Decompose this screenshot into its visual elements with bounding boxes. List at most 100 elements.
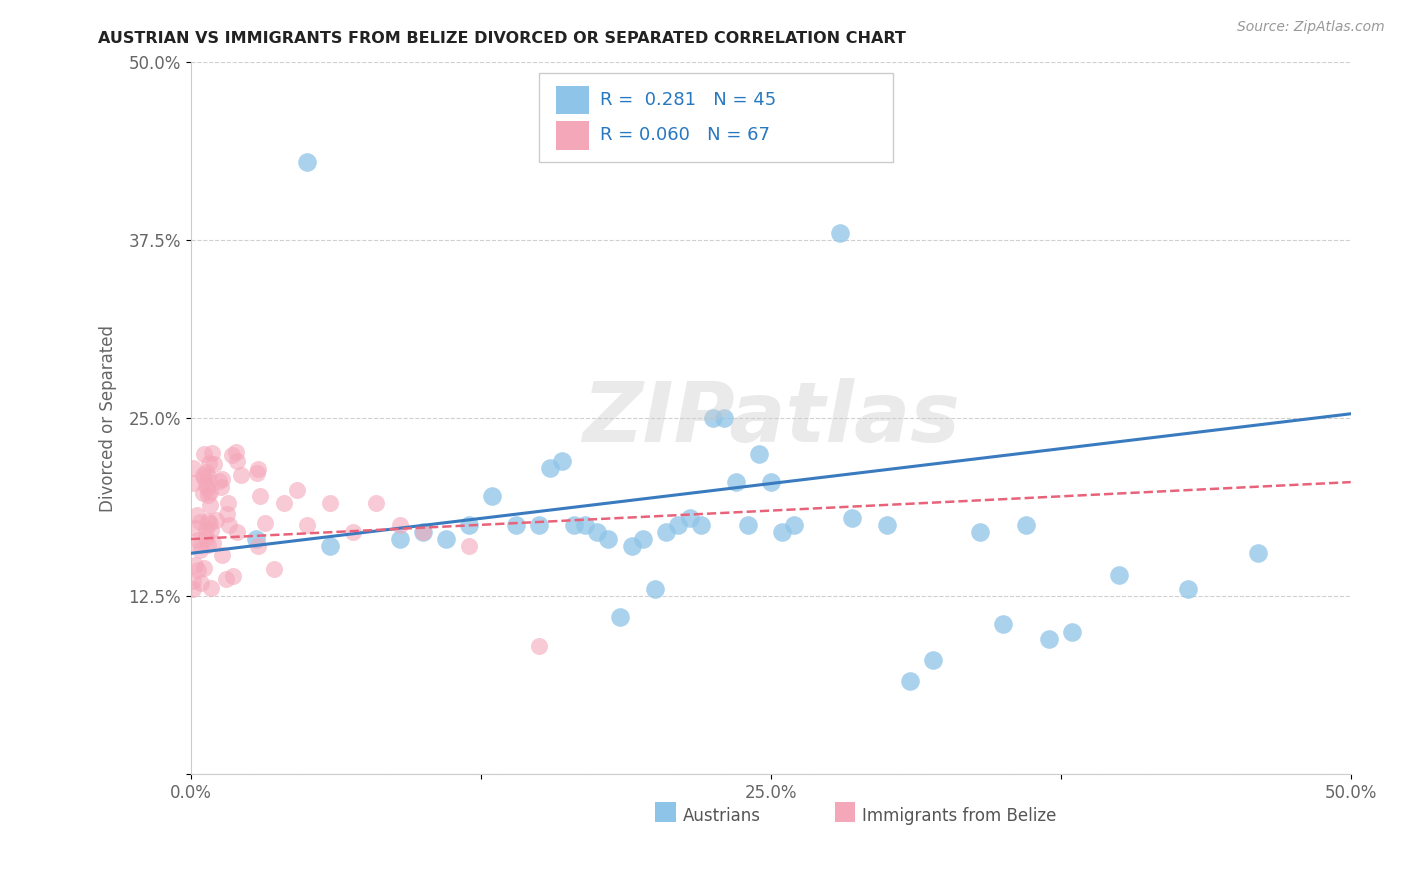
Point [187,533,209,547]
Point [737,517,759,532]
Point [412,524,434,539]
FancyBboxPatch shape [538,73,893,161]
Point [655,524,678,539]
Point [841,510,863,524]
Point [458,517,481,532]
Point [898,674,921,689]
Point [226,454,249,468]
Point [1247,546,1270,560]
Point [215,572,238,586]
Point [184,558,207,573]
Point [217,496,239,510]
Point [527,517,550,532]
Point [598,532,620,546]
Text: R = 0.060   N = 67: R = 0.060 N = 67 [600,127,770,145]
Point [186,508,208,522]
Point [222,568,245,582]
Point [198,516,221,531]
Point [830,226,852,240]
Point [181,574,204,589]
Point [181,476,204,491]
Point [759,475,782,489]
Point [388,517,411,532]
Point [197,488,219,502]
Point [412,524,434,539]
Point [211,472,233,486]
FancyBboxPatch shape [557,121,589,150]
Point [204,457,226,471]
Point [198,484,221,499]
Point [876,517,898,532]
Point [226,524,249,539]
Point [991,617,1014,632]
Point [188,515,211,529]
Point [188,542,211,557]
Point [458,539,481,553]
Text: AUSTRIAN VS IMMIGRANTS FROM BELIZE DIVORCED OR SEPARATED CORRELATION CHART: AUSTRIAN VS IMMIGRANTS FROM BELIZE DIVOR… [98,31,907,46]
Point [186,563,208,577]
Point [609,610,631,624]
Point [319,539,342,553]
Point [388,532,411,546]
Point [195,481,218,495]
Point [690,517,713,532]
Point [434,532,457,546]
Point [231,467,253,482]
Point [249,489,271,503]
Point [724,475,747,489]
Point [783,517,806,532]
Point [620,539,643,553]
FancyBboxPatch shape [557,86,589,114]
Point [631,532,654,546]
Point [211,549,233,563]
Point [198,456,221,470]
Point [194,522,217,536]
Point [193,561,215,575]
Point [246,466,269,480]
Point [198,498,221,512]
Point [225,444,247,458]
Point [666,517,689,532]
Point [194,531,217,545]
Point [538,461,561,475]
Point [197,468,219,483]
Point [678,510,700,524]
Point [644,582,666,596]
Point [209,480,232,494]
Point [342,524,364,539]
Point [186,521,208,535]
Point [197,514,219,528]
Point [1015,517,1038,532]
Point [770,524,793,539]
Point [200,581,222,595]
Point [246,539,269,553]
Text: Austrians: Austrians [683,807,761,825]
Point [295,517,318,532]
Point [197,538,219,552]
Point [193,447,215,461]
Point [702,411,724,425]
Point [922,653,945,667]
Point [273,496,295,510]
Point [505,517,527,532]
Point [215,507,238,521]
Point [200,523,222,537]
Point [1108,567,1130,582]
Point [1177,582,1199,596]
Point [195,465,218,479]
FancyBboxPatch shape [835,803,855,822]
Point [190,576,212,591]
Point [366,496,388,510]
Text: Immigrants from Belize: Immigrants from Belize [862,807,1057,825]
FancyBboxPatch shape [655,803,676,822]
Y-axis label: Divorced or Separated: Divorced or Separated [100,325,117,511]
Point [201,535,224,549]
Point [181,582,204,596]
Point [181,461,204,475]
Point [208,474,231,488]
Point [195,478,218,492]
Point [295,154,318,169]
Point [191,468,214,483]
Point [193,471,215,485]
Point [263,562,285,576]
